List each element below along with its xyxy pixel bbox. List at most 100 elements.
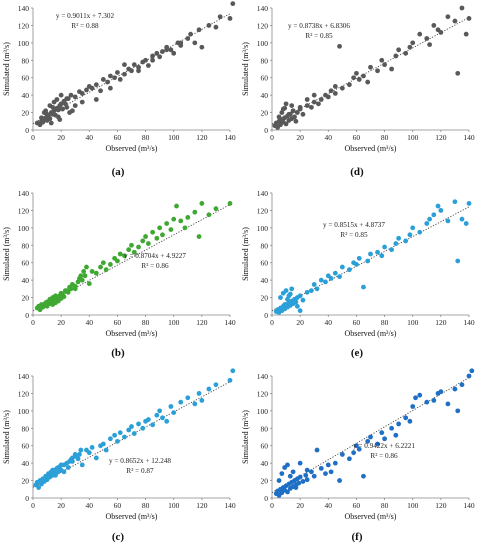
data-point — [354, 443, 359, 449]
y-tick-label: 60 — [261, 442, 269, 451]
x-tick-label: 80 — [142, 501, 150, 510]
data-point — [382, 436, 387, 442]
data-point — [143, 57, 148, 63]
y-tick-label: 100 — [18, 407, 30, 416]
y-tick-label: 140 — [18, 372, 30, 381]
data-point — [368, 434, 373, 440]
x-tick-label: 20 — [296, 501, 304, 510]
data-point — [396, 47, 402, 53]
data-point — [297, 293, 303, 299]
data-point — [323, 279, 328, 285]
data-point — [154, 235, 160, 241]
data-point — [375, 249, 380, 255]
y-tick-label: 20 — [261, 109, 269, 118]
data-point — [339, 452, 345, 457]
data-point — [407, 44, 413, 50]
data-point — [293, 485, 299, 490]
data-point — [424, 36, 430, 41]
trendline-equation: y = 0.8704x + 4.9227 — [124, 252, 186, 260]
y-tick-label: 120 — [18, 21, 30, 30]
data-point — [196, 27, 202, 33]
x-tick-label: 100 — [168, 501, 180, 510]
x-tick-label: 20 — [57, 501, 65, 510]
data-point — [93, 82, 99, 88]
x-tick-label: 40 — [86, 133, 94, 142]
data-point — [304, 289, 310, 295]
data-point — [294, 303, 300, 309]
trendline-equation: y = 0.8515x + 4.8737 — [323, 221, 385, 229]
data-point — [100, 441, 106, 447]
data-point — [107, 262, 113, 267]
data-point — [150, 57, 156, 63]
data-point — [311, 99, 317, 105]
data-point — [145, 63, 151, 68]
data-point — [431, 398, 437, 403]
data-point — [361, 473, 366, 479]
data-point — [227, 201, 233, 206]
data-point — [217, 14, 223, 20]
data-point — [54, 97, 60, 102]
data-point — [206, 23, 212, 28]
data-point — [60, 106, 65, 112]
data-point — [463, 221, 469, 226]
data-point — [81, 269, 87, 274]
data-point — [438, 208, 444, 213]
y-tick-label: 80 — [261, 241, 269, 250]
data-point — [413, 395, 418, 401]
data-point — [445, 218, 451, 224]
x-tick-label: 140 — [224, 318, 236, 327]
data-point — [145, 241, 151, 246]
data-point — [361, 284, 366, 290]
data-point — [136, 244, 141, 250]
data-point — [417, 392, 423, 398]
data-point — [279, 471, 285, 476]
y-tick-label: 60 — [22, 259, 30, 268]
data-point — [131, 249, 137, 255]
y-tick-label: 20 — [261, 294, 269, 303]
data-point — [70, 282, 75, 287]
data-point — [171, 50, 177, 56]
y-tick-label: 140 — [18, 189, 30, 198]
data-point — [58, 290, 64, 296]
data-point — [278, 295, 283, 300]
data-point — [368, 251, 373, 257]
data-point — [289, 286, 295, 292]
data-point — [292, 114, 297, 120]
data-point — [337, 274, 342, 280]
data-point — [469, 368, 475, 374]
y-axis-label: Simulated (m³/s) — [241, 42, 250, 96]
data-point — [72, 94, 78, 100]
trendline — [271, 17, 470, 125]
data-point — [61, 469, 67, 475]
data-point — [282, 302, 288, 307]
x-tick-label: 120 — [196, 501, 208, 510]
y-axis-label: Simulated (m³/s) — [2, 42, 11, 96]
data-point — [332, 460, 338, 466]
data-point — [168, 47, 174, 53]
data-point — [122, 62, 127, 68]
data-point — [79, 277, 85, 283]
y-tick-label: 60 — [22, 442, 30, 451]
panel-label-b: (b) — [111, 347, 125, 359]
data-point — [53, 293, 58, 299]
data-point — [276, 114, 282, 120]
data-point — [192, 401, 198, 407]
data-point — [382, 62, 387, 68]
data-point — [131, 62, 137, 68]
x-tick-label: 40 — [325, 501, 333, 510]
x-axis-label: Observed (m³/s) — [106, 329, 158, 338]
data-point — [115, 70, 120, 75]
y-tick-label: 100 — [18, 224, 30, 233]
data-point — [368, 64, 373, 70]
data-point — [382, 244, 387, 250]
data-point — [196, 234, 202, 239]
x-tick-label: 40 — [325, 133, 333, 142]
data-point — [339, 85, 345, 91]
data-point — [72, 286, 78, 292]
data-point — [452, 386, 458, 392]
x-tick-label: 0 — [270, 318, 274, 327]
data-point — [455, 70, 461, 76]
data-point — [53, 472, 58, 478]
panel-label-f: (f) — [351, 531, 363, 543]
